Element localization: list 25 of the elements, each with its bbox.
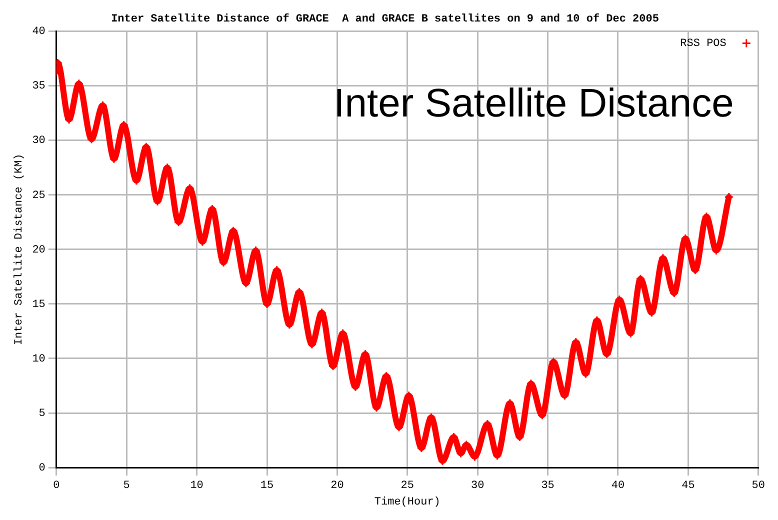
y-tick-label: 30	[32, 135, 46, 148]
x-tick-label: 30	[471, 480, 484, 492]
x-tick-label: 50	[752, 480, 765, 492]
x-tick-label: 0	[53, 480, 60, 492]
annotation: Inter Satellite Distance	[334, 81, 734, 126]
y-axis-title: Inter Satellite Distance (KM)	[14, 154, 26, 346]
y-tick-label: 15	[32, 298, 46, 311]
x-axis-title: Time(Hour)	[374, 496, 440, 508]
y-tick-label: 10	[32, 353, 46, 366]
y-tick-label: 40	[32, 26, 46, 38]
chart-title: Inter Satellite Distance of GRACE A and GRACE B satellites on 9 and 10 of Dec 2005	[111, 12, 660, 26]
x-tick-label: 40	[611, 480, 625, 492]
y-tick-label: 35	[32, 80, 46, 93]
y-tick-label: 20	[32, 244, 46, 256]
x-tick-label: 45	[682, 480, 695, 492]
y-tick-label: 25	[32, 190, 46, 202]
y-tick-label: 5	[38, 408, 46, 420]
x-tick-label: 35	[541, 480, 554, 492]
x-tick-label: 10	[190, 480, 204, 492]
x-tick-label: 25	[400, 480, 414, 492]
x-tick-label: 15	[260, 480, 274, 492]
y-tick-label: 0	[38, 462, 46, 475]
legend-label: RSS POS	[680, 38, 727, 50]
x-tick-label: 20	[330, 480, 344, 492]
x-tick-label: 5	[123, 480, 130, 492]
